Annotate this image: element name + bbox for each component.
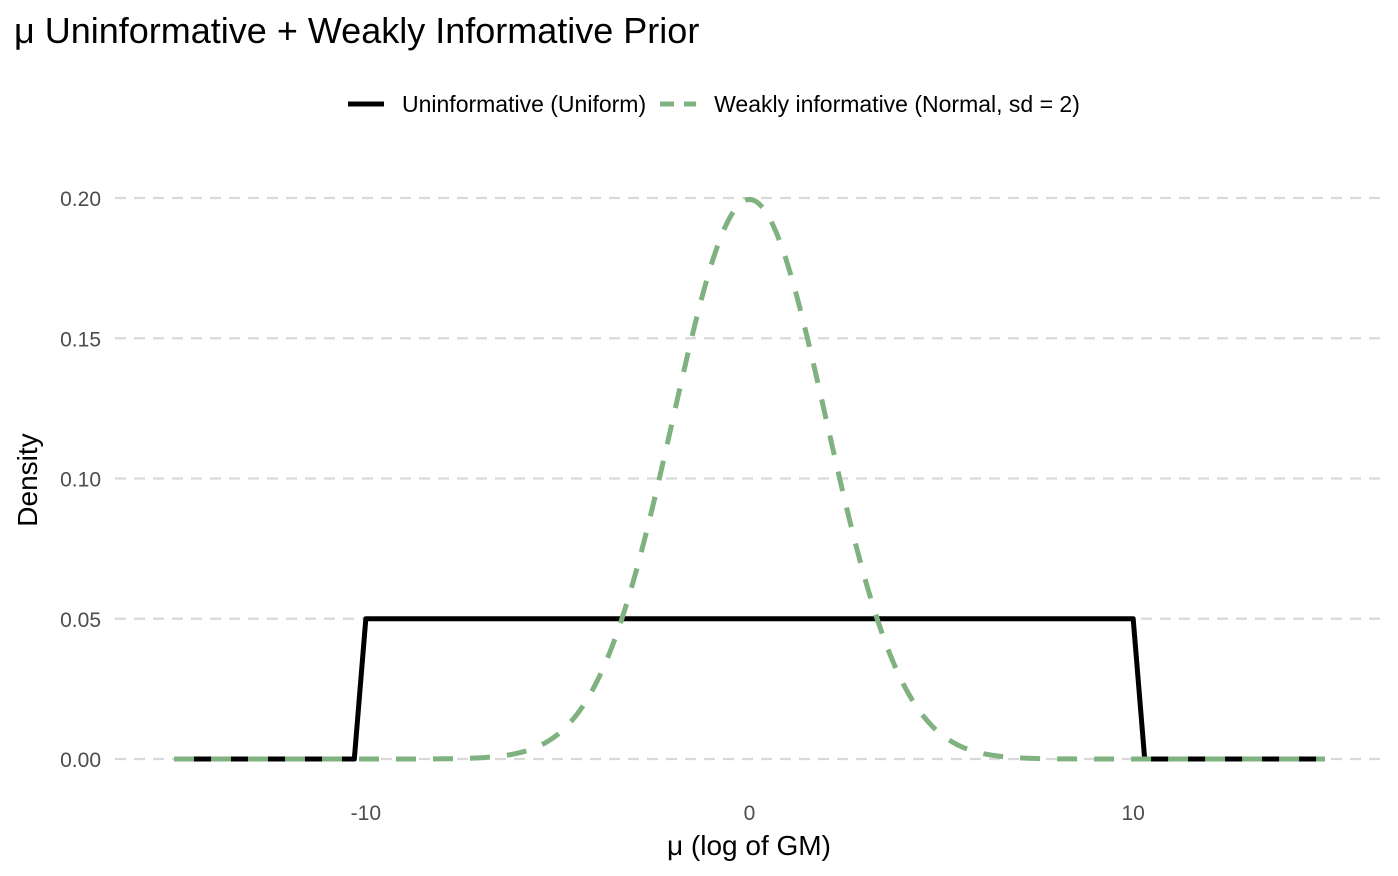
y-tick-label: 0.10 (60, 469, 101, 492)
legend-item-uniform: Uninformative (Uniform) (346, 91, 646, 118)
x-tick-label: -10 (351, 802, 381, 825)
y-tick-label: 0.05 (60, 609, 101, 632)
chart-title: μ Uninformative + Weakly Informative Pri… (14, 10, 700, 51)
series-normal-line (173, 196, 1326, 762)
x-tick-label: 0 (744, 802, 756, 825)
series-uniform-line (174, 616, 1325, 762)
y-tick-label: 0.00 (60, 749, 101, 772)
y-tick-label: 0.20 (60, 188, 101, 211)
x-axis-title: μ (log of GM) (667, 830, 831, 861)
x-tick-labels: -10 0 10 (351, 802, 1145, 825)
legend: Uninformative (Uniform) Weakly informati… (346, 88, 1092, 120)
x-tick-label: 10 (1121, 802, 1144, 825)
y-axis-title: Density (12, 433, 43, 526)
y-tick-label: 0.15 (60, 328, 101, 351)
legend-key-dashed (658, 94, 698, 114)
series-lines (173, 196, 1326, 762)
gridlines (115, 196, 1380, 761)
legend-key-solid (346, 94, 386, 114)
y-tick-labels: 0.00 0.05 0.10 0.15 0.20 (60, 188, 101, 772)
legend-item-normal: Weakly informative (Normal, sd = 2) (658, 91, 1080, 118)
legend-label-normal: Weakly informative (Normal, sd = 2) (714, 90, 1080, 117)
legend-label-uniform: Uninformative (Uniform) (402, 90, 647, 117)
